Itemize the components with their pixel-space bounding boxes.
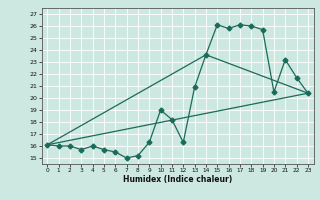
- X-axis label: Humidex (Indice chaleur): Humidex (Indice chaleur): [123, 175, 232, 184]
